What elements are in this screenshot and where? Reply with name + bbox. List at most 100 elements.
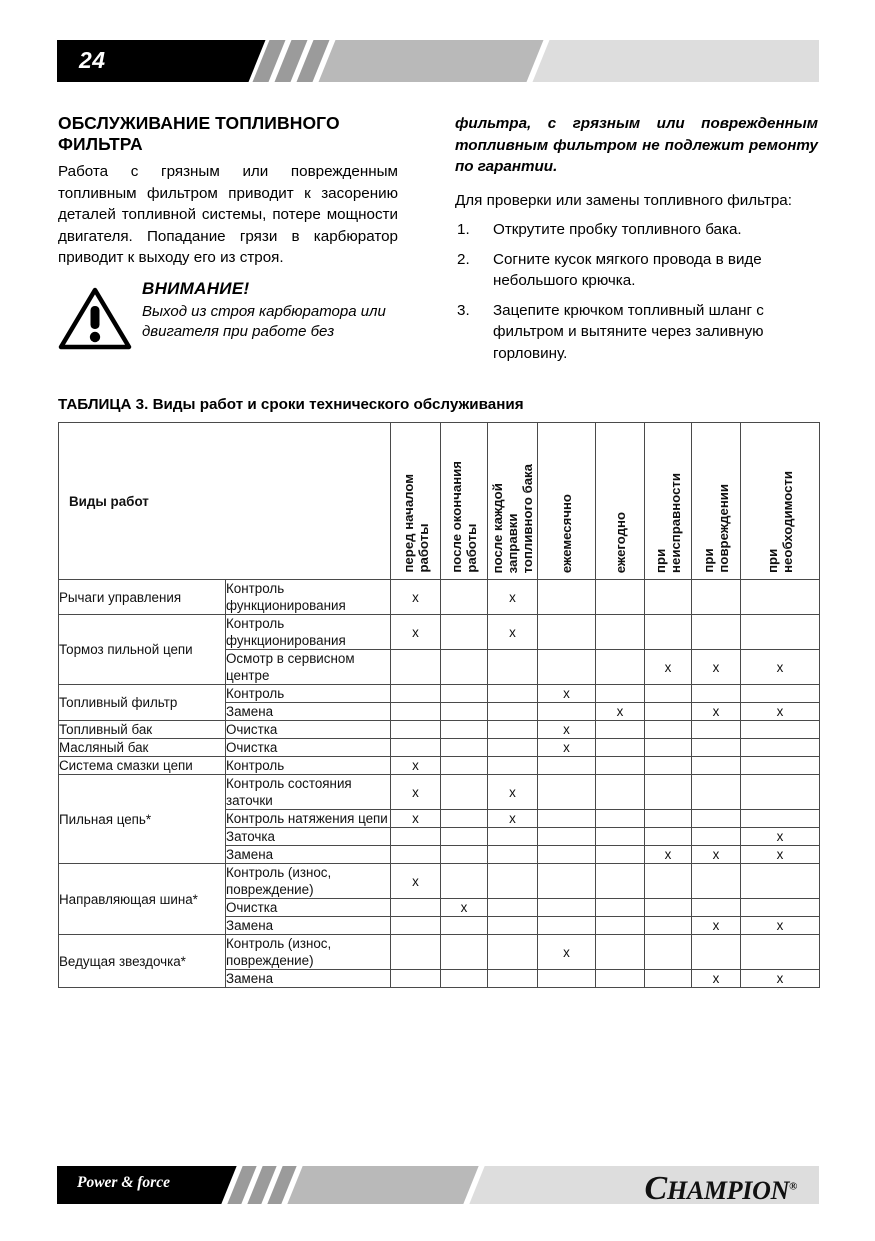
left-text-column: ОБСЛУЖИВАНИЕ ТОПЛИВНОГО ФИЛЬТРА Работа с…: [58, 113, 398, 349]
cell-mark-empty: [740, 720, 820, 739]
cell-mark-checked: x: [740, 702, 820, 721]
cell-mark-empty: [537, 845, 596, 864]
table-body: Рычаги управления Контроль функционирован…: [58, 579, 820, 988]
cell-task: Контроль состояния заточки: [225, 774, 391, 810]
header-cell-col-3: ежемесячно: [537, 422, 596, 580]
list-item: 3. Зацепите крючком топливный шланг с фи…: [455, 300, 818, 365]
table-caption: ТАБЛИЦА 3. Виды работ и сроки техническо…: [58, 396, 524, 413]
cell-mark-empty: [440, 720, 488, 739]
header-label-rotated: при повреждении: [701, 484, 731, 573]
cell-mark-empty: [390, 916, 441, 935]
cell-mark-empty: [390, 684, 441, 703]
continuation-paragraph: фильтра, с грязным или поврежденным топл…: [455, 115, 818, 175]
cell-work-group: Рычаги управления: [58, 579, 226, 615]
cell-mark-empty: [740, 579, 820, 615]
cell-work-group: Тормоз пильной цепи: [58, 614, 226, 685]
cell-mark-empty: [487, 863, 538, 899]
cell-task: Заточка: [225, 827, 391, 846]
cell-mark-empty: [440, 702, 488, 721]
cell-mark-empty: [487, 969, 538, 988]
cell-mark-empty: [644, 774, 692, 810]
cell-mark-empty: [487, 649, 538, 685]
table-row: Система смазки цепи Контроль x: [58, 756, 820, 775]
cell-mark-empty: [390, 845, 441, 864]
cell-mark-empty: [487, 720, 538, 739]
cell-mark-empty: [740, 614, 820, 650]
header-light-segment: [532, 40, 819, 82]
header-band-clip: [57, 40, 819, 82]
cell-mark-empty: [487, 738, 538, 757]
cell-mark-checked: x: [390, 756, 441, 775]
cell-mark-empty: [595, 969, 645, 988]
cell-mark-empty: [440, 969, 488, 988]
warning-title: ВНИМАНИЕ!: [142, 278, 250, 298]
cell-mark-empty: [595, 863, 645, 899]
cell-mark-empty: [487, 916, 538, 935]
instruction-steps-list: 1. Открутите пробку топливного бака. 2. …: [455, 219, 818, 364]
cell-mark-empty: [644, 579, 692, 615]
cell-mark-empty: [440, 827, 488, 846]
header-label-rotated: при необходимости: [765, 471, 795, 573]
table-row: Направляющая шина* Контроль (износ, повре…: [58, 863, 820, 935]
cell-mark-empty: [440, 845, 488, 864]
cell-mark-empty: [595, 916, 645, 935]
cell-mark-empty: [740, 774, 820, 810]
table-row: Пильная цепь* Контроль состояния заточки x…: [58, 774, 820, 864]
cell-mark-empty: [595, 756, 645, 775]
header-cell-group: Виды работ: [58, 422, 391, 580]
cell-mark-empty: [740, 934, 820, 970]
cell-mark-empty: [644, 614, 692, 650]
table-row: Рычаги управления Контроль функционирован…: [58, 579, 820, 615]
cell-mark-empty: [440, 614, 488, 650]
table-header-row: Виды работ перед началом работы после ок…: [58, 422, 820, 580]
cell-mark-empty: [537, 579, 596, 615]
cell-mark-checked: x: [644, 845, 692, 864]
table-row: Тормоз пильной цепи Контроль функциониров…: [58, 614, 820, 685]
cell-mark-empty: [487, 827, 538, 846]
table-row: Замена x x x: [59, 845, 820, 864]
cell-mark-checked: x: [487, 809, 538, 828]
cell-mark-checked: x: [487, 614, 538, 650]
cell-mark-empty: [595, 934, 645, 970]
cell-mark-empty: [537, 898, 596, 917]
header-cell-col-1: после окончания работы: [440, 422, 488, 580]
cell-mark-empty: [390, 969, 441, 988]
cell-task: Контроль: [225, 684, 391, 703]
warning-block: ВНИМАНИЕ! Выход из строя карбюратора или…: [58, 278, 398, 349]
header-cell-col-6: при повреждении: [691, 422, 741, 580]
cell-mark-empty: [487, 756, 538, 775]
header-label-rotated: перед началом работы: [400, 474, 431, 573]
cell-mark-checked: x: [390, 774, 441, 810]
cell-mark-checked: x: [487, 579, 538, 615]
cell-task: Контроль функционирования: [225, 614, 391, 650]
step-number: 1.: [457, 221, 470, 238]
cell-mark-checked: x: [537, 934, 596, 970]
cell-mark-empty: [390, 898, 441, 917]
cell-work-group: Направляющая шина*: [58, 863, 226, 935]
cell-task: Замена: [225, 969, 391, 988]
cell-mark-checked: x: [390, 809, 441, 828]
cell-mark-checked: x: [691, 702, 741, 721]
cell-mark-empty: [691, 579, 741, 615]
step-text: Зацепите крючком топливный шланг с фильт…: [493, 301, 764, 362]
cell-mark-empty: [740, 738, 820, 757]
cell-mark-empty: [440, 916, 488, 935]
cell-mark-empty: [537, 827, 596, 846]
cell-mark-checked: x: [644, 649, 692, 685]
registered-mark-icon: ®: [789, 1180, 797, 1193]
cell-mark-empty: [644, 809, 692, 828]
cell-mark-empty: [691, 684, 741, 703]
table-row: Замена x x x: [59, 702, 820, 721]
step-text: Открутите пробку топливного бака.: [493, 221, 742, 238]
table-row: Очистка x: [59, 898, 820, 917]
cell-mark-empty: [487, 934, 538, 970]
cell-task: Замена: [225, 702, 391, 721]
cell-task: Контроль (износ, повреждение): [225, 934, 391, 970]
instructions-intro: Для проверки или замены топливного фильт…: [455, 191, 792, 209]
cell-mark-empty: [644, 827, 692, 846]
cell-mark-checked: x: [691, 969, 741, 988]
header-cell-col-2: после каждой заправки топливного бака: [487, 422, 538, 580]
cell-mark-empty: [595, 845, 645, 864]
table-row: Осмотр в сервисном центре x x x: [59, 649, 820, 685]
